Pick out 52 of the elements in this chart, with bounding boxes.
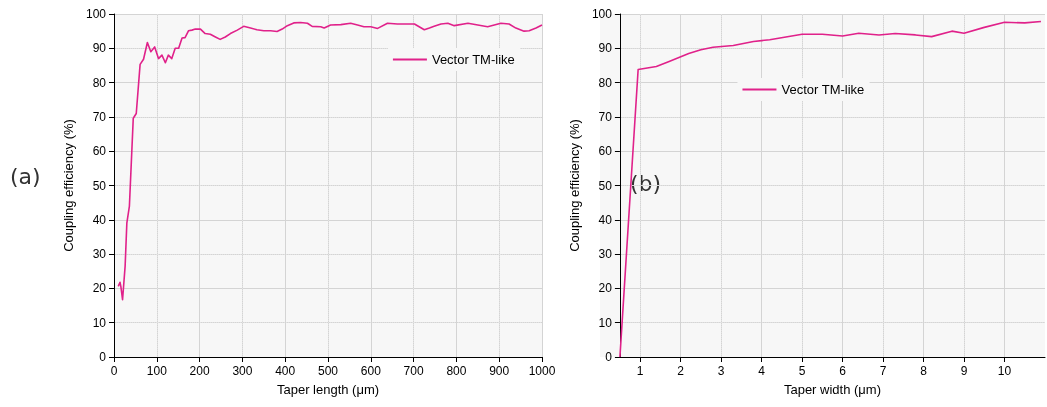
x-tick-label: 1000 [528,364,556,378]
x-tick-label: 600 [360,364,382,378]
x-tick-label: 200 [189,364,210,378]
legend-label: Vector TM-like [431,52,515,67]
y-tick-label: 10 [92,315,107,330]
x-tick-label: 5 [798,364,806,378]
x-tick-label: 9 [960,364,968,378]
x-tick-label: 100 [146,364,168,378]
x-tick-label: 4 [758,364,766,378]
y-tick-label: 30 [598,247,613,262]
line-series [619,20,1042,358]
y-tick-label: 40 [598,212,613,227]
x-axis-title: Taper width (μm) [783,382,881,397]
y-tick-label: 60 [598,144,613,159]
y-tick-label: 80 [92,75,107,90]
x-tick-label: 6 [839,364,847,378]
x-tick-label: 900 [489,364,510,378]
y-tick-label: 70 [598,109,613,124]
y-tick-label: 60 [92,144,107,159]
y-tick-label: 100 [591,7,613,21]
y-tick-label: 70 [92,109,107,124]
y-tick-label: 90 [598,41,613,56]
y-tick-label: 0 [99,350,107,364]
y-tick-label: 20 [92,281,107,296]
x-tick-label: 500 [317,364,339,378]
x-tick-label: 800 [446,364,467,378]
legend-label: Vector TM-like [781,82,865,97]
y-axis-title: Coupling efficiency (%) [61,119,77,252]
x-tick-label: 1 [636,364,644,378]
x-axis-title: Taper length (μm) [276,382,380,397]
y-tick-label: 50 [598,178,613,193]
y-tick-label: 40 [92,212,107,227]
y-tick-label: 100 [85,7,107,21]
x-tick-label: 8 [920,364,928,378]
y-tick-label: 50 [92,178,107,193]
y-tick-label: 30 [92,247,107,262]
x-tick-label: 10 [997,364,1012,378]
line-series [117,21,543,301]
y-tick-label: 80 [598,75,613,90]
x-tick-label: 0 [110,364,118,378]
x-tick-label: 400 [275,364,296,378]
text: (a) [10,163,41,189]
x-tick-label: 3 [717,364,725,378]
x-tick-label: 2 [677,364,685,378]
x-tick-label: 7 [879,364,887,378]
y-tick-label: 90 [92,41,107,56]
y-tick-label: 20 [598,281,613,296]
y-axis-title: Coupling efficiency (%) [567,119,582,252]
y-tick-label: 0 [605,350,613,364]
x-tick-label: 700 [403,364,424,378]
x-tick-label: 300 [232,364,253,378]
y-tick-label: 10 [598,315,613,330]
